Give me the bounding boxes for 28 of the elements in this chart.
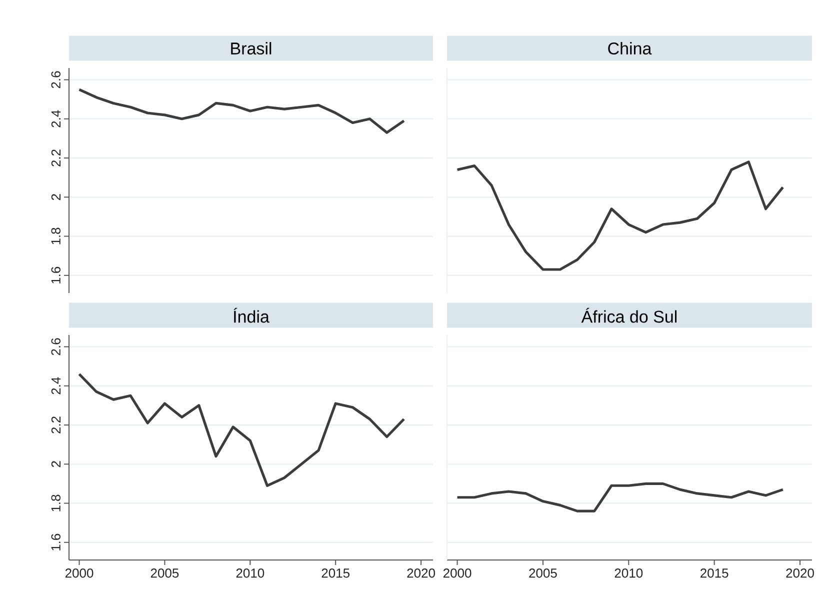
x-tick-label: 2015: [700, 568, 728, 578]
x-tick-label: 2005: [529, 568, 557, 578]
y-tick-label: 2.2: [51, 150, 60, 166]
chart-title: China: [608, 42, 652, 55]
y-tick-label: 2: [51, 194, 60, 200]
x-tick-label: 2010: [236, 568, 264, 578]
y-tick-label: 1.8: [51, 228, 60, 244]
y-tick-label: 2.6: [51, 71, 60, 88]
y-tick-label: 2.4: [51, 110, 60, 128]
y-tick-label: 2: [51, 461, 60, 468]
chart-title: Brasil: [231, 42, 272, 55]
x-tick-label: 2000: [443, 568, 472, 578]
chart-title: Índia: [234, 308, 270, 323]
y-tick-label: 2.6: [51, 338, 60, 356]
chart-title: África do Sul: [581, 308, 677, 323]
x-tick-label: 2020: [407, 568, 435, 578]
y-tick-label: 1.6: [51, 266, 60, 284]
x-tick-label: 2020: [786, 568, 814, 578]
y-tick-label: 1.8: [51, 494, 60, 512]
y-tick-label: 2.2: [51, 416, 60, 434]
line-series: [78, 88, 406, 134]
x-tick-label: 2010: [614, 568, 643, 578]
line-series: [78, 372, 406, 487]
x-tick-label: 2000: [65, 568, 94, 578]
x-tick-label: 2005: [150, 568, 179, 578]
y-tick-label: 2.4: [51, 377, 60, 394]
x-tick-label: 2015: [322, 568, 350, 578]
y-tick-label: 1.6: [51, 534, 60, 550]
